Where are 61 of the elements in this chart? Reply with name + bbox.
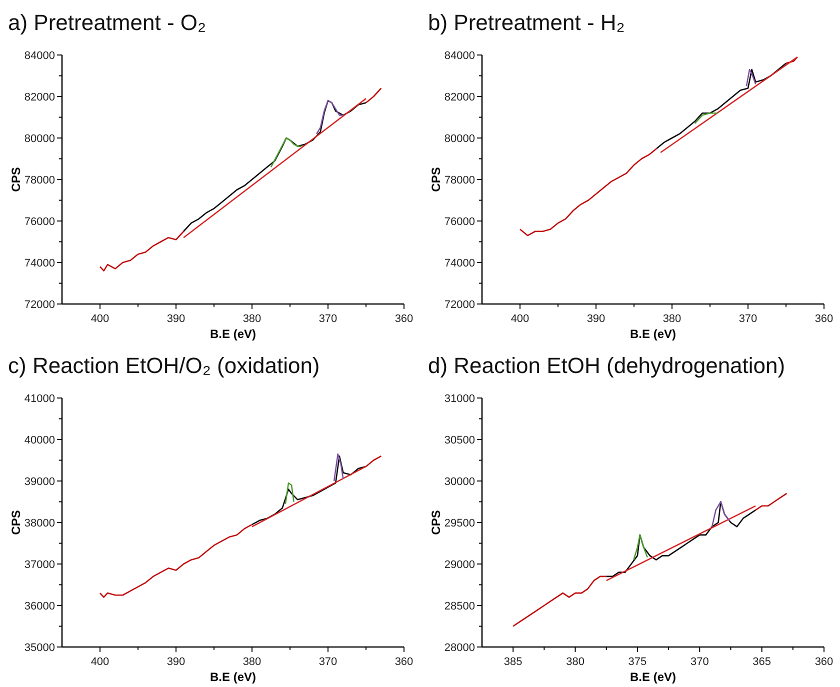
x-tick-label: 400	[510, 313, 530, 325]
y-tick-label: 35000	[24, 642, 55, 654]
y-tick-label: 39000	[24, 476, 55, 488]
y-tick-label: 74000	[24, 258, 55, 270]
y-tick-label: 30000	[444, 476, 475, 488]
y-tick-label: 28000	[444, 642, 475, 654]
y-tick-label: 84000	[24, 50, 55, 62]
y-tick-label: 41000	[24, 393, 55, 405]
x-axis-title: B.E (eV)	[210, 670, 256, 684]
y-tick-label: 29000	[444, 559, 475, 571]
x-tick-label: 375	[628, 656, 647, 668]
x-tick-label: 370	[318, 656, 338, 668]
y-tick-label: 80000	[444, 133, 475, 145]
y-axis-title: CPS	[429, 167, 443, 192]
chart-title: d) Reaction EtOH (dehydrogenation)	[428, 353, 786, 378]
x-tick-label: 390	[586, 313, 606, 325]
y-tick-label: 31000	[444, 393, 475, 405]
chart-title: c) Reaction EtOH/O₂ (oxidation)	[8, 353, 320, 378]
y-tick-label: 84000	[444, 50, 475, 62]
x-tick-label: 365	[752, 656, 771, 668]
y-tick-label: 82000	[24, 92, 55, 104]
y-axis-title: CPS	[429, 510, 443, 535]
y-tick-label: 78000	[444, 174, 475, 186]
chart-title: b) Pretreatment - H₂	[428, 10, 625, 35]
y-tick-label: 78000	[24, 174, 55, 186]
x-tick-label: 380	[242, 313, 262, 325]
x-tick-label: 400	[90, 656, 110, 668]
y-tick-label: 74000	[444, 258, 475, 270]
y-tick-label: 82000	[444, 92, 475, 104]
x-tick-label: 380	[242, 656, 262, 668]
x-tick-label: 370	[318, 313, 338, 325]
x-axis-title: B.E (eV)	[630, 670, 676, 684]
y-tick-label: 36000	[24, 600, 55, 612]
y-tick-label: 38000	[24, 518, 55, 530]
x-tick-label: 360	[814, 656, 834, 668]
x-tick-label: 380	[662, 313, 682, 325]
x-axis-title: B.E (eV)	[630, 327, 676, 341]
x-tick-label: 380	[566, 656, 584, 668]
x-tick-label: 360	[394, 313, 414, 325]
x-tick-label: 370	[738, 313, 758, 325]
y-tick-label: 28500	[444, 600, 475, 612]
x-tick-label: 360	[394, 656, 414, 668]
y-tick-label: 72000	[444, 299, 475, 311]
x-tick-label: 390	[166, 656, 186, 668]
y-tick-label: 30500	[444, 434, 475, 446]
y-tick-label: 76000	[444, 216, 475, 228]
chart-title: a) Pretreatment - O₂	[8, 10, 206, 35]
y-tick-label: 80000	[24, 133, 55, 145]
x-axis-title: B.E (eV)	[210, 327, 256, 341]
y-tick-label: 72000	[24, 299, 55, 311]
x-tick-label: 370	[690, 656, 709, 668]
x-tick-label: 360	[814, 313, 834, 325]
y-axis-title: CPS	[9, 167, 23, 192]
y-tick-label: 37000	[24, 559, 55, 571]
y-tick-label: 40000	[24, 434, 55, 446]
y-tick-label: 76000	[24, 216, 55, 228]
y-tick-label: 29500	[444, 518, 475, 530]
x-tick-label: 400	[90, 313, 110, 325]
x-tick-label: 390	[166, 313, 186, 325]
y-axis-title: CPS	[9, 510, 23, 535]
x-tick-label: 385	[504, 656, 522, 668]
